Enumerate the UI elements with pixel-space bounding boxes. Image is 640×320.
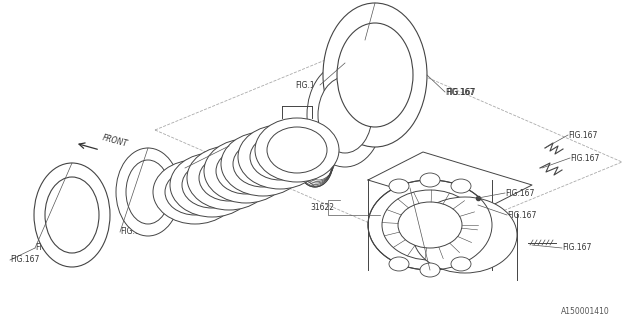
Text: FIG.167: FIG.167 — [120, 228, 149, 236]
Ellipse shape — [323, 3, 427, 147]
Text: FIG.167: FIG.167 — [35, 244, 65, 252]
Ellipse shape — [398, 202, 462, 248]
Ellipse shape — [233, 141, 293, 187]
Ellipse shape — [420, 173, 440, 187]
Ellipse shape — [382, 190, 478, 260]
Ellipse shape — [34, 163, 110, 267]
Text: A150001410: A150001410 — [561, 308, 610, 316]
Ellipse shape — [216, 148, 276, 194]
Ellipse shape — [255, 118, 339, 182]
Ellipse shape — [165, 169, 225, 215]
Text: FIG.167: FIG.167 — [185, 164, 214, 172]
Text: FIG.167: FIG.167 — [320, 81, 349, 90]
Text: FIG.167: FIG.167 — [446, 87, 476, 97]
Ellipse shape — [389, 257, 409, 271]
Text: FIG.167: FIG.167 — [505, 188, 534, 197]
Ellipse shape — [187, 146, 271, 210]
Ellipse shape — [153, 160, 237, 224]
Ellipse shape — [451, 257, 471, 271]
Ellipse shape — [451, 179, 471, 193]
Ellipse shape — [267, 127, 327, 173]
Ellipse shape — [170, 153, 254, 217]
Text: FIG.167: FIG.167 — [570, 154, 600, 163]
Text: FIG.167: FIG.167 — [10, 255, 40, 265]
Text: FIG.167: FIG.167 — [562, 244, 591, 252]
Text: FIG.167: FIG.167 — [253, 181, 282, 190]
Ellipse shape — [204, 139, 288, 203]
Ellipse shape — [368, 180, 492, 270]
Ellipse shape — [116, 148, 180, 236]
Ellipse shape — [45, 177, 99, 253]
Ellipse shape — [413, 197, 517, 273]
Text: FIG.167: FIG.167 — [410, 183, 440, 193]
Ellipse shape — [337, 23, 413, 127]
Ellipse shape — [250, 134, 310, 180]
Text: FRONT: FRONT — [101, 133, 129, 149]
Text: FIG.167: FIG.167 — [260, 173, 289, 182]
Ellipse shape — [318, 77, 372, 153]
Ellipse shape — [182, 162, 242, 208]
Text: 31622: 31622 — [310, 203, 334, 212]
Ellipse shape — [307, 63, 383, 167]
Ellipse shape — [420, 263, 440, 277]
Ellipse shape — [221, 132, 305, 196]
Text: FIG.167: FIG.167 — [507, 211, 536, 220]
Ellipse shape — [389, 179, 409, 193]
Text: FIG.167: FIG.167 — [568, 131, 597, 140]
Ellipse shape — [238, 125, 322, 189]
Text: FIG.167: FIG.167 — [445, 87, 474, 97]
Ellipse shape — [199, 155, 259, 201]
Text: FIG.167: FIG.167 — [365, 36, 394, 44]
Text: FIG.167: FIG.167 — [295, 81, 324, 90]
Ellipse shape — [126, 160, 170, 224]
